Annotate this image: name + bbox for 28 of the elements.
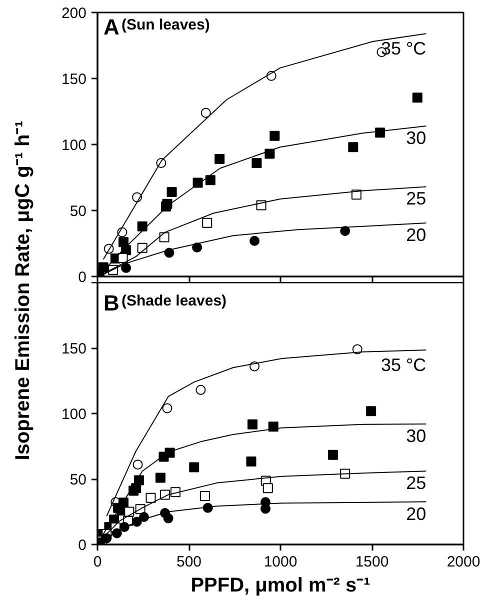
series-label: 25 xyxy=(406,473,426,494)
chart-subtitle: (Sun leaves) xyxy=(122,16,210,34)
x-tick-label: 0 xyxy=(93,554,102,570)
y-tick-label: 50 xyxy=(70,472,87,488)
y-tick-label: 0 xyxy=(78,269,86,286)
y-tick-label: 150 xyxy=(61,340,87,358)
y-tick-label: 150 xyxy=(61,71,87,88)
chart-title: B xyxy=(104,290,120,316)
x-tick-label: 2000 xyxy=(446,554,480,570)
y-axis-title: Isoprene Emission Rate, μgC g⁻¹ h⁻¹ xyxy=(12,120,34,460)
y-tick-label: 0 xyxy=(78,537,86,554)
y-tick-label: 200 xyxy=(61,5,87,22)
y-tick-label: 100 xyxy=(61,137,87,154)
series-label: 35 °C xyxy=(380,354,426,375)
series-label: 30 xyxy=(406,128,426,148)
series-label: 35 °C xyxy=(380,38,426,59)
series-label: 20 xyxy=(406,504,426,524)
series-label: 20 xyxy=(406,225,426,246)
x-tick-label: 500 xyxy=(176,554,202,570)
text: (Shade leaves) xyxy=(122,292,227,310)
chart-title: A xyxy=(104,14,120,40)
y-tick-label: 50 xyxy=(70,203,87,220)
x-axis-title: PPFD, μmol m⁻² s⁻¹ xyxy=(190,574,371,596)
y-tick-label: 100 xyxy=(61,406,87,423)
x-tick-label: 1500 xyxy=(355,554,389,570)
series-label: 25 xyxy=(406,188,426,209)
x-tick-label: 1000 xyxy=(264,554,298,570)
series-label: 30 xyxy=(406,426,426,446)
